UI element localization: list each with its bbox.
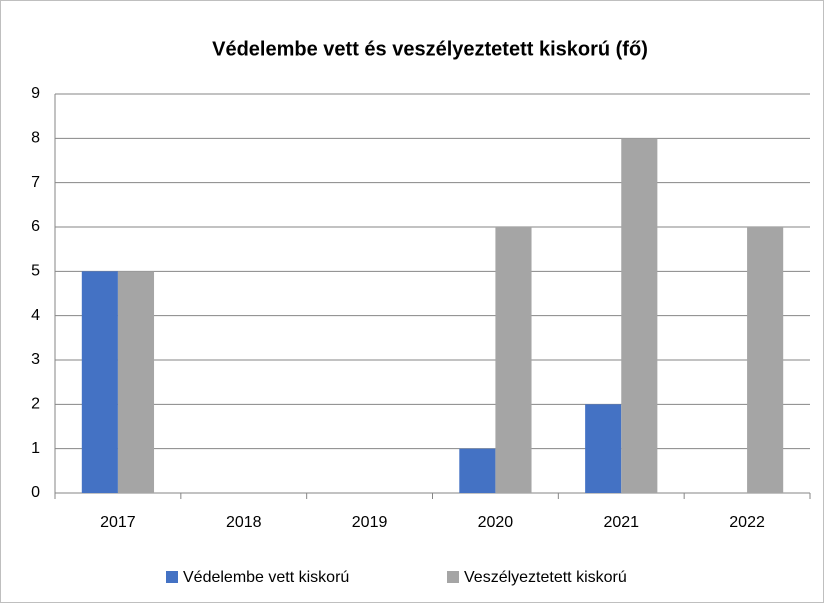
x-tick-label: 2020: [478, 514, 514, 531]
bar: [117, 271, 155, 493]
chart-title: Védelembe vett és veszélyeztetett kiskor…: [212, 38, 648, 60]
y-tick-label: 4: [31, 307, 40, 324]
x-tick-label: 2022: [729, 514, 765, 531]
bar: [585, 404, 622, 493]
bar: [459, 448, 496, 493]
x-tick-label: 2017: [100, 514, 136, 531]
bar: [747, 227, 784, 493]
y-tick-label: 7: [31, 174, 40, 191]
bar: [621, 138, 658, 494]
x-tick-label: 2021: [603, 514, 639, 531]
x-tick-label: 2019: [352, 514, 388, 531]
bar: [81, 271, 118, 493]
legend-label: Védelembe vett kiskorú: [183, 569, 349, 586]
y-tick-label: 6: [31, 218, 40, 235]
x-tick-label: 2018: [226, 514, 262, 531]
y-tick-label: 2: [31, 396, 40, 413]
bar: [495, 227, 532, 493]
y-tick-label: 8: [31, 130, 40, 147]
y-tick-label: 0: [31, 484, 40, 501]
legend-swatch: [166, 571, 178, 583]
y-tick-label: 3: [31, 351, 40, 368]
y-tick-label: 5: [31, 263, 40, 280]
y-tick-label: 9: [31, 85, 40, 102]
y-tick-label: 1: [31, 440, 40, 457]
legend-label: Veszélyeztetett kiskorú: [464, 569, 627, 586]
legend-swatch: [447, 571, 459, 583]
